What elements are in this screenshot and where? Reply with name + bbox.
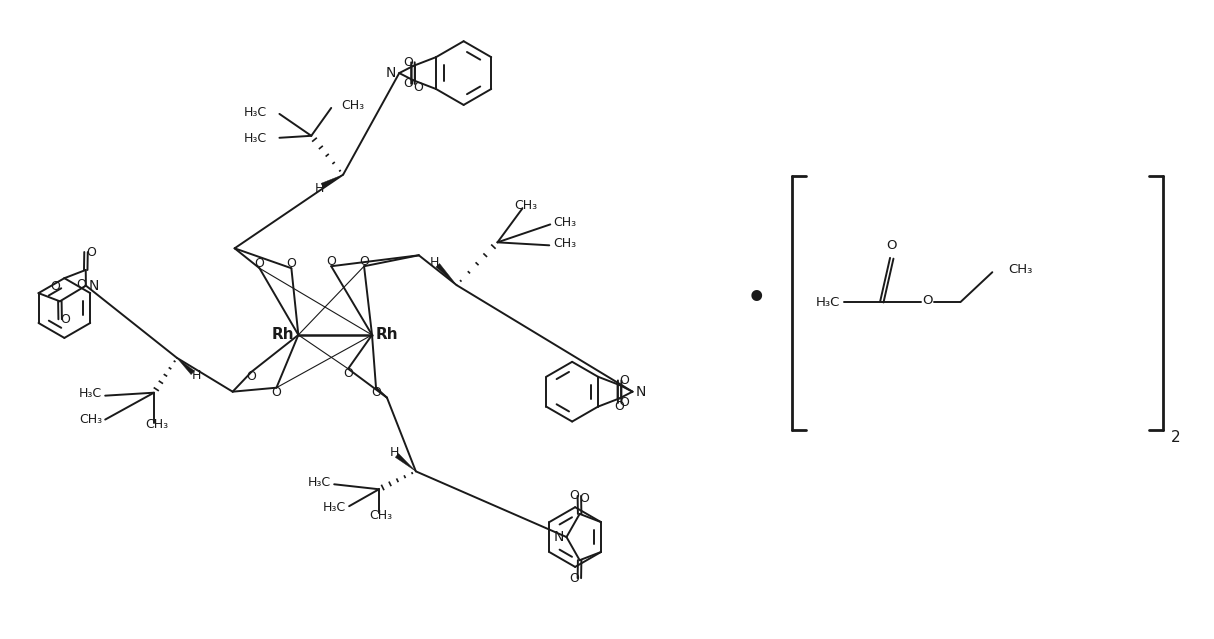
Text: CH₃: CH₃	[369, 509, 392, 521]
Text: N: N	[386, 66, 397, 80]
Polygon shape	[396, 454, 416, 472]
Text: CH₃: CH₃	[341, 100, 364, 112]
Text: O: O	[255, 257, 265, 270]
Text: CH₃: CH₃	[554, 237, 577, 250]
Text: CH₃: CH₃	[146, 418, 169, 431]
Text: O: O	[580, 493, 590, 505]
Text: H₃C: H₃C	[323, 501, 346, 514]
Text: O: O	[75, 279, 86, 291]
Text: N: N	[554, 530, 563, 544]
Text: •: •	[747, 284, 766, 312]
Text: H₃C: H₃C	[79, 387, 102, 400]
Text: H: H	[314, 182, 324, 195]
Text: Rh: Rh	[272, 327, 294, 343]
Text: O: O	[50, 280, 59, 293]
Text: H: H	[430, 256, 439, 269]
Text: O: O	[86, 245, 96, 259]
Text: O: O	[359, 255, 369, 268]
Text: N: N	[89, 279, 100, 293]
Text: H₃C: H₃C	[243, 132, 267, 145]
Text: O: O	[619, 396, 630, 410]
Text: O: O	[272, 386, 282, 399]
Text: 2: 2	[1170, 430, 1180, 445]
Text: CH₃: CH₃	[554, 216, 577, 229]
Text: O: O	[61, 312, 70, 326]
Text: H₃C: H₃C	[816, 296, 840, 309]
Text: O: O	[403, 77, 413, 90]
Text: H₃C: H₃C	[308, 476, 331, 489]
Text: H: H	[192, 369, 202, 382]
Text: N: N	[635, 385, 646, 399]
Text: H: H	[390, 446, 399, 459]
Text: O: O	[569, 489, 579, 502]
Text: CH₃: CH₃	[79, 413, 102, 426]
Polygon shape	[177, 358, 194, 374]
Text: O: O	[371, 386, 381, 399]
Text: O: O	[923, 293, 932, 307]
Polygon shape	[436, 263, 456, 285]
Text: O: O	[287, 257, 296, 270]
Text: O: O	[886, 239, 897, 252]
Text: O: O	[344, 367, 353, 380]
Text: O: O	[569, 572, 579, 585]
Polygon shape	[320, 174, 344, 188]
Text: O: O	[619, 374, 630, 387]
Text: Rh: Rh	[376, 327, 398, 343]
Text: O: O	[614, 401, 624, 413]
Text: H₃C: H₃C	[243, 107, 267, 119]
Text: O: O	[413, 81, 424, 95]
Text: O: O	[403, 56, 413, 69]
Text: O: O	[246, 370, 256, 383]
Text: O: O	[327, 255, 336, 268]
Text: CH₃: CH₃	[1009, 263, 1033, 275]
Text: CH₃: CH₃	[514, 199, 537, 212]
